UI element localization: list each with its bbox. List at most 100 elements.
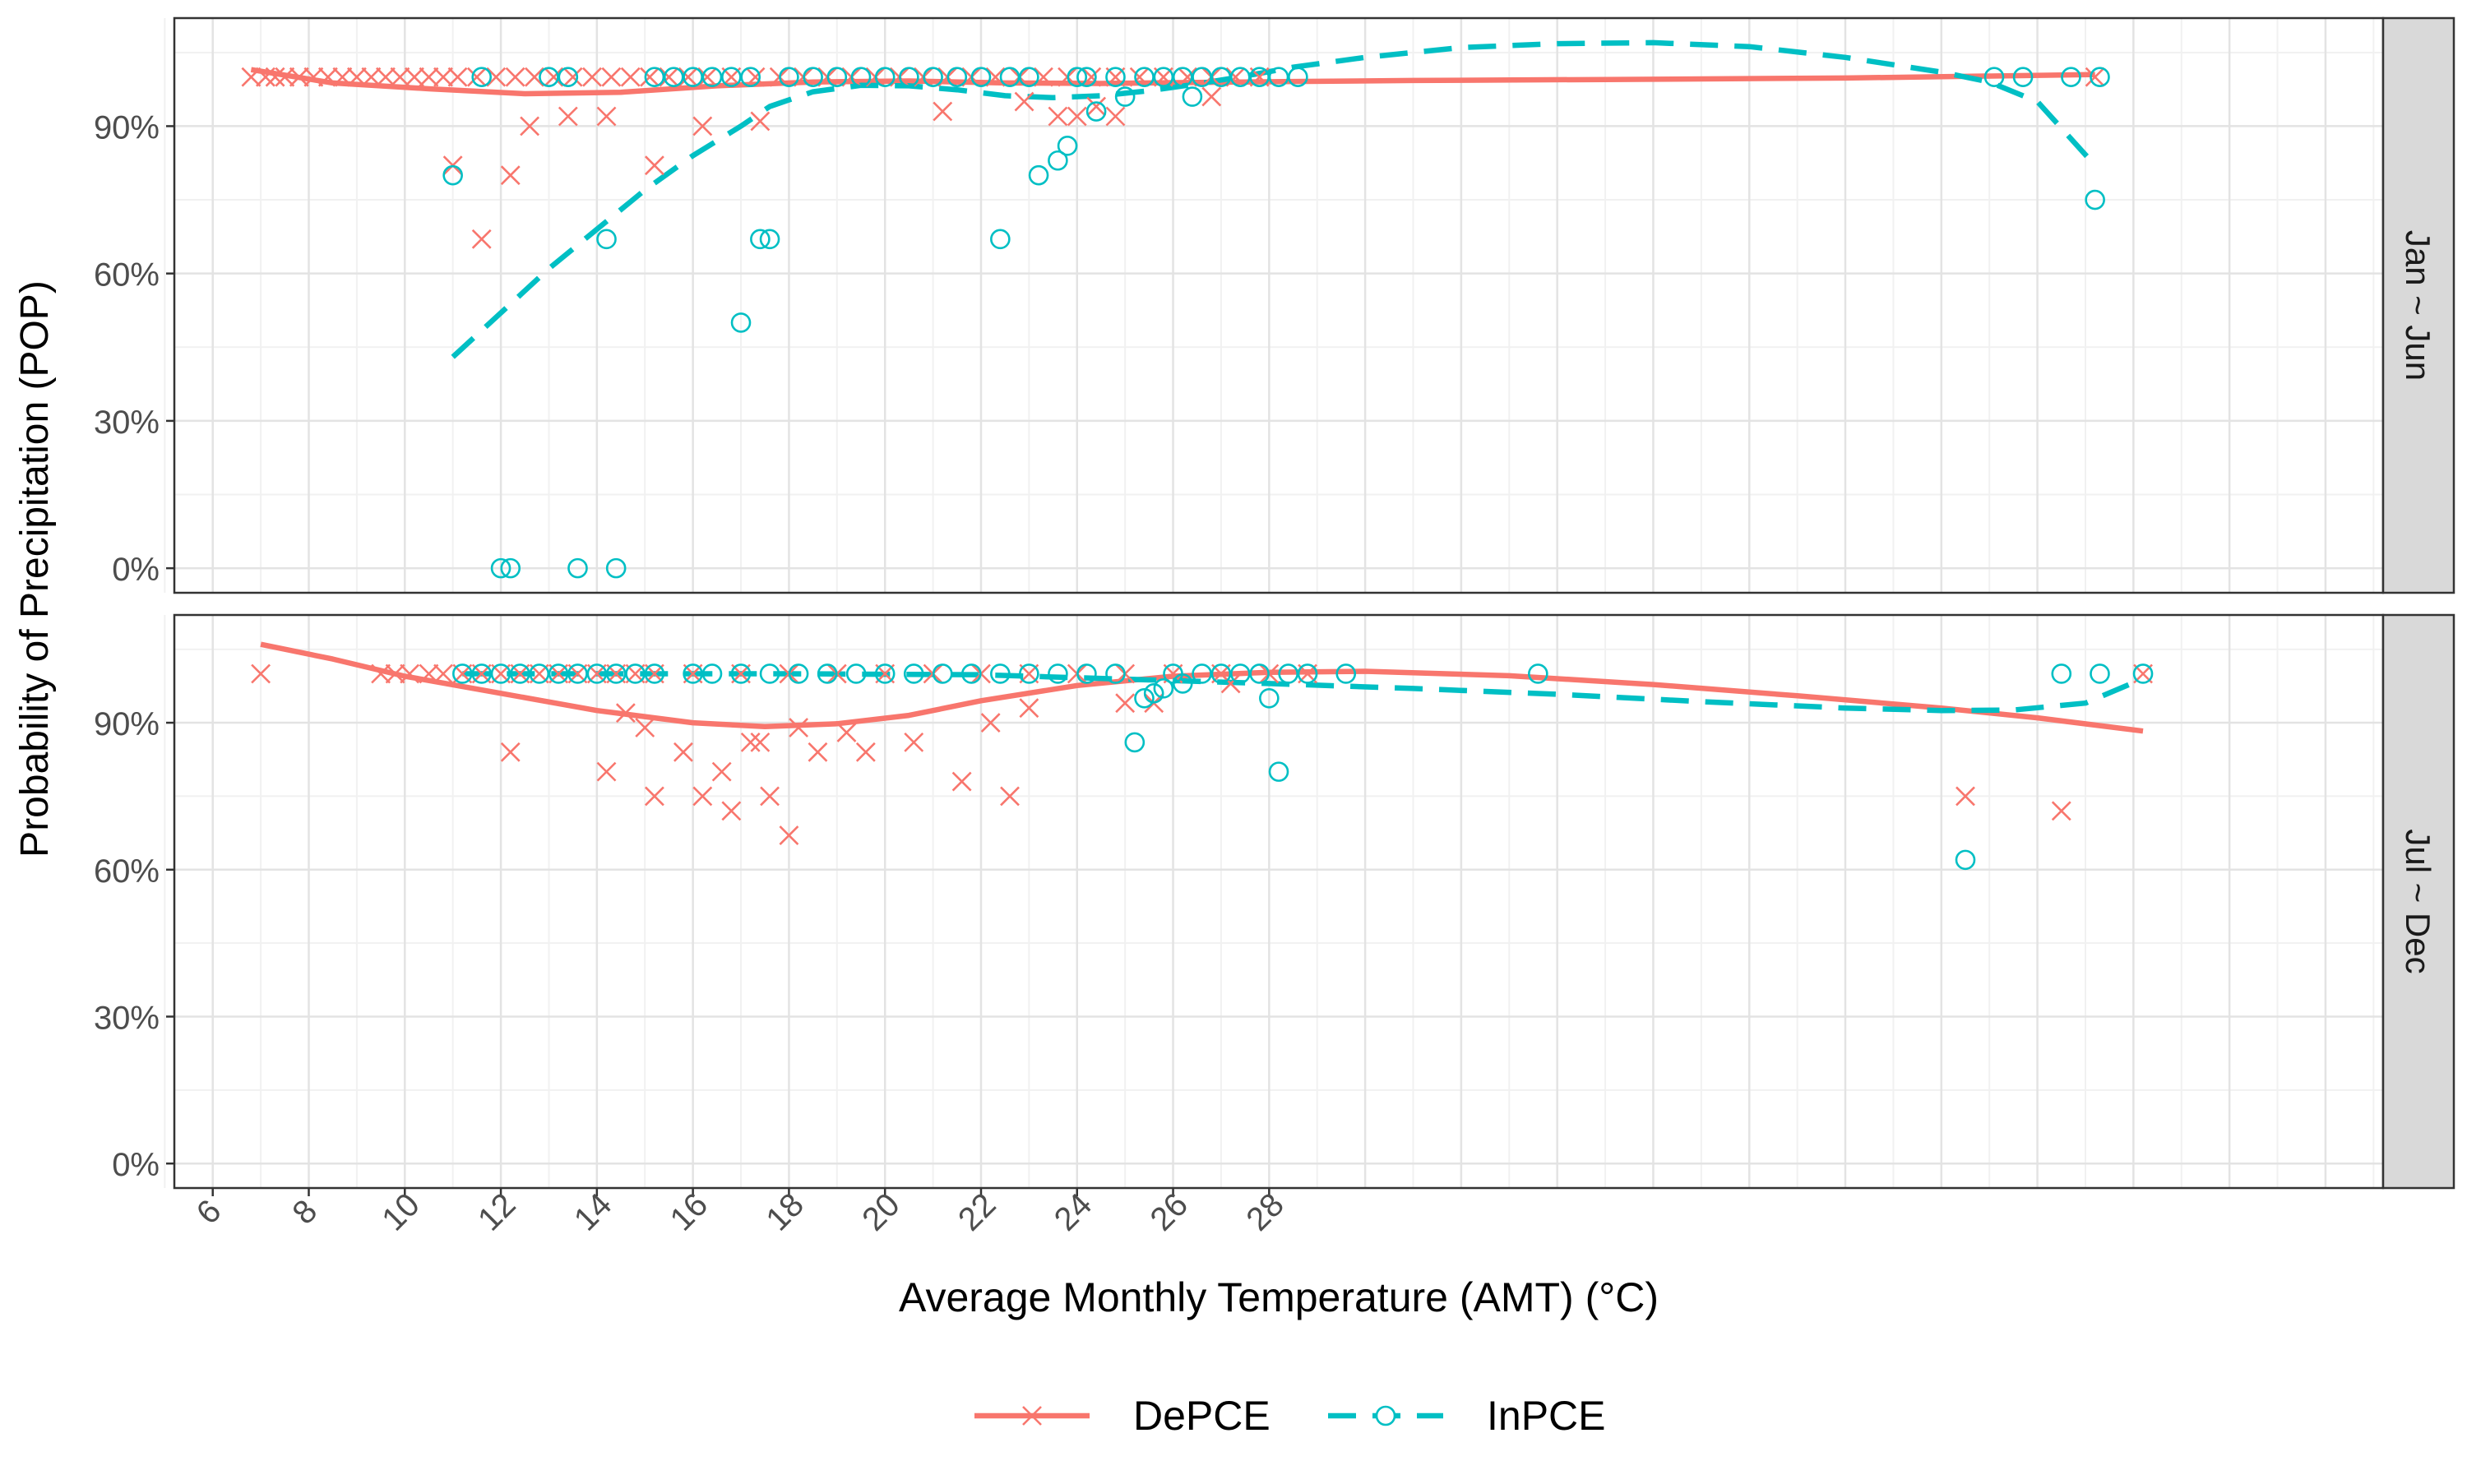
point-inpce bbox=[845, 663, 867, 684]
point-inpce bbox=[1192, 67, 1212, 87]
point-inpce bbox=[1335, 663, 1357, 684]
point-inpce bbox=[1067, 67, 1088, 87]
x-tick-label: 10 bbox=[375, 1186, 427, 1238]
point-depce bbox=[635, 718, 655, 737]
facet-panel-1: 0% 30% 60% 90% Jan ~ Jun bbox=[94, 16, 2455, 594]
point-depce bbox=[601, 67, 622, 87]
point-depce bbox=[317, 67, 338, 87]
point-inpce bbox=[471, 663, 493, 684]
point-depce bbox=[385, 663, 405, 684]
point-inpce bbox=[788, 663, 809, 684]
y-tick-label: 60% bbox=[94, 257, 160, 294]
point-depce bbox=[980, 713, 1001, 733]
legend-item-depce: DePCE bbox=[974, 1393, 1271, 1439]
panel-background bbox=[174, 18, 2383, 593]
point-inpce bbox=[1268, 67, 1289, 87]
point-depce bbox=[673, 742, 693, 762]
grid-lines bbox=[164, 615, 2383, 1188]
point-inpce bbox=[759, 229, 780, 250]
point-depce bbox=[1067, 106, 1087, 127]
data-points bbox=[241, 67, 2110, 579]
point-inpce bbox=[539, 67, 559, 87]
point-inpce bbox=[1105, 67, 1126, 87]
y-tick-label: 90% bbox=[94, 706, 160, 742]
y-tick-label: 30% bbox=[94, 1000, 160, 1036]
point-inpce bbox=[701, 67, 723, 87]
y-axis-title: Probability of Precipitation (POP) bbox=[13, 280, 57, 858]
point-depce bbox=[904, 732, 924, 752]
x-tick-label: 12 bbox=[471, 1186, 523, 1238]
point-depce bbox=[1000, 786, 1020, 807]
point-depce bbox=[289, 67, 309, 87]
point-depce bbox=[1956, 786, 1975, 807]
trend-line-inpce bbox=[462, 671, 2145, 714]
point-inpce bbox=[721, 67, 742, 87]
point-depce bbox=[500, 165, 521, 186]
point-inpce bbox=[1172, 67, 1193, 87]
point-inpce bbox=[471, 67, 493, 87]
point-inpce bbox=[874, 663, 896, 684]
point-depce bbox=[640, 67, 660, 87]
point-inpce bbox=[999, 67, 1021, 87]
data-points bbox=[251, 663, 2154, 871]
point-inpce bbox=[1983, 67, 2005, 87]
point-inpce bbox=[1259, 687, 1280, 709]
point-inpce bbox=[1249, 663, 1270, 684]
point-inpce bbox=[1048, 150, 1068, 171]
point-depce bbox=[596, 761, 617, 782]
point-depce bbox=[447, 67, 468, 87]
point-inpce bbox=[779, 67, 799, 87]
point-depce bbox=[2051, 801, 2071, 821]
point-depce bbox=[644, 155, 664, 176]
point-inpce bbox=[1278, 663, 1298, 684]
point-depce bbox=[697, 67, 718, 87]
point-depce bbox=[486, 67, 507, 87]
x-tick-label: 28 bbox=[1239, 1186, 1291, 1238]
point-depce bbox=[692, 116, 713, 136]
point-inpce bbox=[1210, 67, 1232, 87]
point-inpce bbox=[605, 557, 627, 579]
point-inpce bbox=[586, 663, 608, 684]
point-inpce bbox=[759, 663, 780, 684]
point-inpce bbox=[1192, 663, 1212, 684]
point-depce bbox=[265, 67, 285, 87]
y-tick-label: 0% bbox=[112, 552, 160, 588]
point-inpce bbox=[1229, 663, 1251, 684]
y-tick-label: 60% bbox=[94, 853, 160, 890]
point-inpce bbox=[644, 663, 665, 684]
point-depce bbox=[789, 718, 809, 737]
point-inpce bbox=[2090, 663, 2110, 684]
point-inpce bbox=[1019, 663, 1039, 684]
x-tick-label: 14 bbox=[567, 1186, 619, 1238]
facet-strip: Jul ~ Dec bbox=[2381, 613, 2455, 1190]
point-inpce bbox=[990, 663, 1011, 684]
point-inpce bbox=[596, 229, 617, 250]
trend-line-inpce bbox=[451, 39, 2098, 359]
point-depce bbox=[466, 67, 487, 87]
point-depce bbox=[1105, 106, 1126, 127]
point-depce bbox=[303, 67, 324, 87]
point-depce bbox=[711, 761, 732, 782]
point-inpce bbox=[947, 67, 968, 87]
point-depce bbox=[275, 67, 295, 87]
point-depce bbox=[256, 67, 275, 87]
point-depce bbox=[241, 67, 262, 87]
point-inpce bbox=[1288, 67, 1308, 87]
point-inpce bbox=[826, 67, 848, 87]
point-inpce bbox=[960, 663, 982, 684]
legend-marker bbox=[1375, 1405, 1396, 1426]
point-inpce bbox=[663, 67, 684, 87]
x-tick-label: 18 bbox=[759, 1186, 811, 1238]
point-depce bbox=[808, 742, 828, 762]
y-tick-label: 30% bbox=[94, 405, 160, 441]
point-inpce bbox=[2090, 67, 2110, 87]
point-inpce bbox=[899, 67, 919, 87]
point-depce bbox=[433, 663, 453, 684]
point-inpce bbox=[558, 67, 579, 87]
point-depce bbox=[390, 67, 410, 87]
point-depce bbox=[419, 67, 439, 87]
point-inpce bbox=[1249, 67, 1270, 87]
facet-strip-background bbox=[2381, 16, 2455, 594]
x-tick-label: 24 bbox=[1048, 1186, 1099, 1238]
point-depce bbox=[419, 663, 439, 684]
